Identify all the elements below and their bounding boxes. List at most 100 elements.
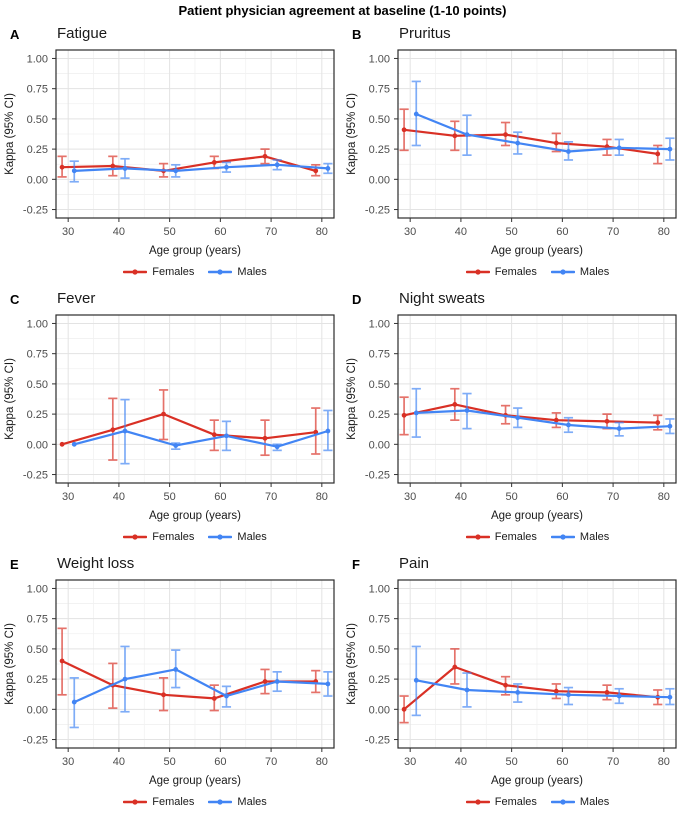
panel-letter: F bbox=[352, 557, 360, 572]
grid-minor bbox=[398, 315, 676, 483]
data-point bbox=[59, 658, 65, 664]
males-series bbox=[69, 645, 333, 729]
x-tick-label: 60 bbox=[214, 226, 226, 238]
y-axis-label: Kappa (95% CI) bbox=[346, 93, 358, 175]
y-tick-label: 0.25 bbox=[369, 409, 390, 421]
y-tick-label: -0.25 bbox=[23, 205, 48, 217]
panel-letter: D bbox=[352, 292, 362, 307]
data-point bbox=[616, 426, 622, 432]
pointrange-dot bbox=[217, 269, 224, 275]
males-series bbox=[411, 387, 675, 438]
panel-pruritus: B Pruritus 1.00 0.75 0.50 0.25 0.00 -0.25 30 40… bbox=[342, 20, 685, 285]
panel-header: D Night sweats bbox=[342, 285, 685, 307]
legend-label: Males bbox=[237, 531, 267, 543]
y-tick-label: -0.25 bbox=[365, 470, 390, 482]
x-tick-label: 60 bbox=[556, 756, 568, 768]
x-tick-label: 80 bbox=[658, 226, 670, 238]
chart-svg: 1.00 0.75 0.50 0.25 0.00 -0.25 30 40 50 60 70 80 Age… bbox=[4, 314, 335, 522]
y-tick-label: 1.00 bbox=[27, 583, 48, 595]
chart-svg: 1.00 0.75 0.50 0.25 0.00 -0.25 30 40 50 60 70 80 Age… bbox=[346, 49, 677, 257]
panel-pain: F Pain 1.00 0.75 0.50 0.25 0.00 -0.25 30 40 50 60… bbox=[342, 550, 685, 815]
data-point bbox=[161, 692, 166, 698]
legend-item-males: Males bbox=[208, 531, 267, 543]
legend-item-males: Males bbox=[550, 266, 610, 278]
data-point bbox=[325, 166, 331, 171]
legend-item-males: Males bbox=[550, 796, 609, 808]
data-point bbox=[274, 444, 280, 450]
panel-title: Weight loss bbox=[57, 555, 135, 572]
y-tick-label: 0.50 bbox=[369, 114, 390, 126]
y-tick-label: 0.25 bbox=[27, 409, 48, 421]
y-tick-label: 1.00 bbox=[27, 318, 48, 330]
x-tick-label: 40 bbox=[455, 226, 467, 238]
males-series bbox=[411, 645, 675, 717]
x-tick-label: 40 bbox=[113, 226, 125, 238]
grid-minor bbox=[56, 50, 334, 218]
y-tick-label: 0.75 bbox=[27, 614, 48, 626]
grid-minor bbox=[56, 580, 334, 748]
grid-major bbox=[56, 50, 334, 218]
data-point bbox=[173, 443, 179, 448]
legend-label: Females bbox=[494, 266, 537, 278]
x-tick-label: 50 bbox=[506, 756, 518, 768]
x-tick-label: 40 bbox=[113, 756, 125, 768]
y-tick-label: 0.50 bbox=[369, 644, 390, 656]
chart-svg: 1.00 0.75 0.50 0.25 0.00 -0.25 30 40 50 60 70 80 Age… bbox=[4, 49, 335, 257]
y-axis-label: Kappa (95% CI) bbox=[346, 623, 358, 705]
x-tick-label: 80 bbox=[658, 491, 670, 503]
males-series bbox=[411, 80, 675, 161]
y-tick-label: 0.75 bbox=[369, 614, 390, 626]
x-tick-label: 70 bbox=[265, 226, 277, 238]
data-point bbox=[566, 422, 571, 428]
data-point bbox=[667, 423, 673, 429]
data-point bbox=[110, 427, 116, 433]
legend-label: Males bbox=[579, 266, 610, 278]
panel-header: F Pain bbox=[342, 550, 685, 572]
legend: Females Males bbox=[48, 527, 342, 547]
grid-major bbox=[56, 315, 334, 483]
data-point bbox=[503, 132, 508, 138]
x-tick-label: 70 bbox=[607, 226, 619, 238]
pointrange-dot bbox=[475, 799, 481, 805]
grid-minor bbox=[56, 315, 334, 483]
axis-tick-labels: 1.00 0.75 0.50 0.25 0.00 -0.25 30 40 50 60 70 80 bbox=[23, 53, 328, 238]
data-point bbox=[110, 163, 116, 169]
y-tick-label: 0.00 bbox=[369, 704, 390, 716]
legend-item-females: Females bbox=[123, 531, 194, 543]
data-point bbox=[604, 690, 610, 695]
legend-label: Males bbox=[237, 266, 267, 278]
y-axis-label: Kappa (95% CI) bbox=[4, 358, 16, 440]
panel-border bbox=[397, 49, 677, 219]
panel-title: Pain bbox=[399, 555, 430, 572]
axis-ticks bbox=[52, 322, 323, 487]
x-tick-label: 50 bbox=[164, 756, 176, 768]
x-tick-label: 60 bbox=[556, 491, 568, 503]
x-axis-label: Age group (years) bbox=[149, 245, 241, 257]
data-point bbox=[566, 692, 571, 698]
panel-border bbox=[397, 579, 677, 749]
pointrange-dot bbox=[560, 799, 566, 805]
males-series bbox=[71, 398, 333, 465]
legend-label: Females bbox=[152, 266, 195, 278]
data-point bbox=[452, 664, 458, 670]
y-tick-label: 0.50 bbox=[27, 379, 48, 391]
x-axis-label: Age group (years) bbox=[491, 245, 583, 257]
data-point bbox=[262, 435, 268, 441]
data-point bbox=[325, 681, 331, 687]
panel-title: Fever bbox=[57, 290, 96, 307]
y-tick-label: 0.00 bbox=[27, 439, 48, 451]
pointrange-dot bbox=[560, 269, 566, 275]
x-tick-label: 30 bbox=[62, 756, 74, 768]
axis-tick-labels: 1.00 0.75 0.50 0.25 0.00 -0.25 30 40 50 60 70 80 bbox=[365, 53, 670, 238]
panel-title: Night sweats bbox=[399, 290, 485, 307]
data-point bbox=[71, 168, 77, 174]
males-series bbox=[69, 157, 333, 183]
y-tick-label: 0.75 bbox=[27, 349, 48, 361]
x-tick-label: 40 bbox=[455, 491, 467, 503]
females-line bbox=[60, 412, 317, 446]
x-tick-label: 70 bbox=[607, 491, 619, 503]
pointrange-dot bbox=[132, 534, 138, 540]
panel-fever: C Fever 1.00 0.75 0.50 0.25 0.00 -0.25 30 40 50 6… bbox=[0, 285, 342, 550]
data-point bbox=[452, 133, 458, 139]
y-axis-label: Kappa (95% CI) bbox=[4, 93, 16, 175]
